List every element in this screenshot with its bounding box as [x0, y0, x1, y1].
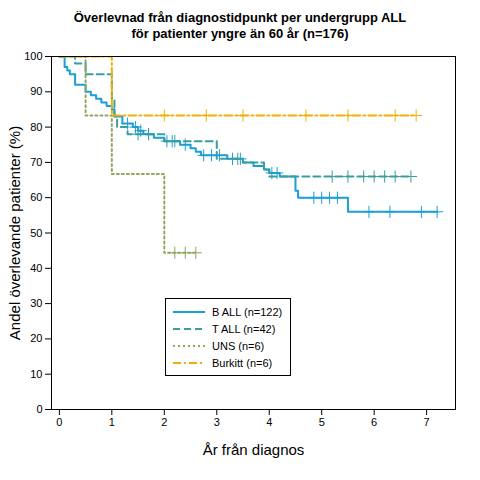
svg-text:4: 4 — [266, 416, 272, 428]
svg-text:50: 50 — [30, 227, 42, 239]
svg-text:60: 60 — [30, 191, 42, 203]
svg-text:40: 40 — [30, 262, 42, 274]
svg-text:10: 10 — [30, 368, 42, 380]
svg-text:0: 0 — [36, 403, 42, 415]
html-text:T ALL (n=42): T ALL (n=42) — [212, 322, 276, 335]
svg-text:0: 0 — [56, 416, 62, 428]
html-text:UNS (n=6): UNS (n=6) — [212, 339, 265, 352]
svg-text:6: 6 — [371, 416, 377, 428]
svg-text:20: 20 — [30, 332, 42, 344]
svg-text:2: 2 — [161, 416, 167, 428]
html-text:Överlevnad från diagnostidpunk: Överlevnad från diagnostidpunkt per unde… — [73, 10, 407, 25]
svg-text:100: 100 — [24, 50, 42, 62]
svg-text:90: 90 — [30, 85, 42, 97]
svg-text:30: 30 — [30, 297, 42, 309]
html-text:B ALL (n=122): B ALL (n=122) — [212, 305, 283, 318]
svg-text:1: 1 — [109, 416, 115, 428]
svg-text:7: 7 — [424, 416, 430, 428]
svg-text:3: 3 — [214, 416, 220, 428]
svg-text:70: 70 — [30, 156, 42, 168]
html-text:Burkitt (n=6): Burkitt (n=6) — [212, 356, 273, 369]
svg-text:Andel överlevande patienter (%: Andel överlevande patienter (%) — [6, 126, 23, 340]
svg-text:80: 80 — [30, 121, 42, 133]
html-text:för patienter yngre än 60 år (: för patienter yngre än 60 år (n=176) — [131, 26, 349, 41]
svg-text:År från diagnos: År från diagnos — [203, 441, 305, 458]
svg-text:5: 5 — [319, 416, 325, 428]
